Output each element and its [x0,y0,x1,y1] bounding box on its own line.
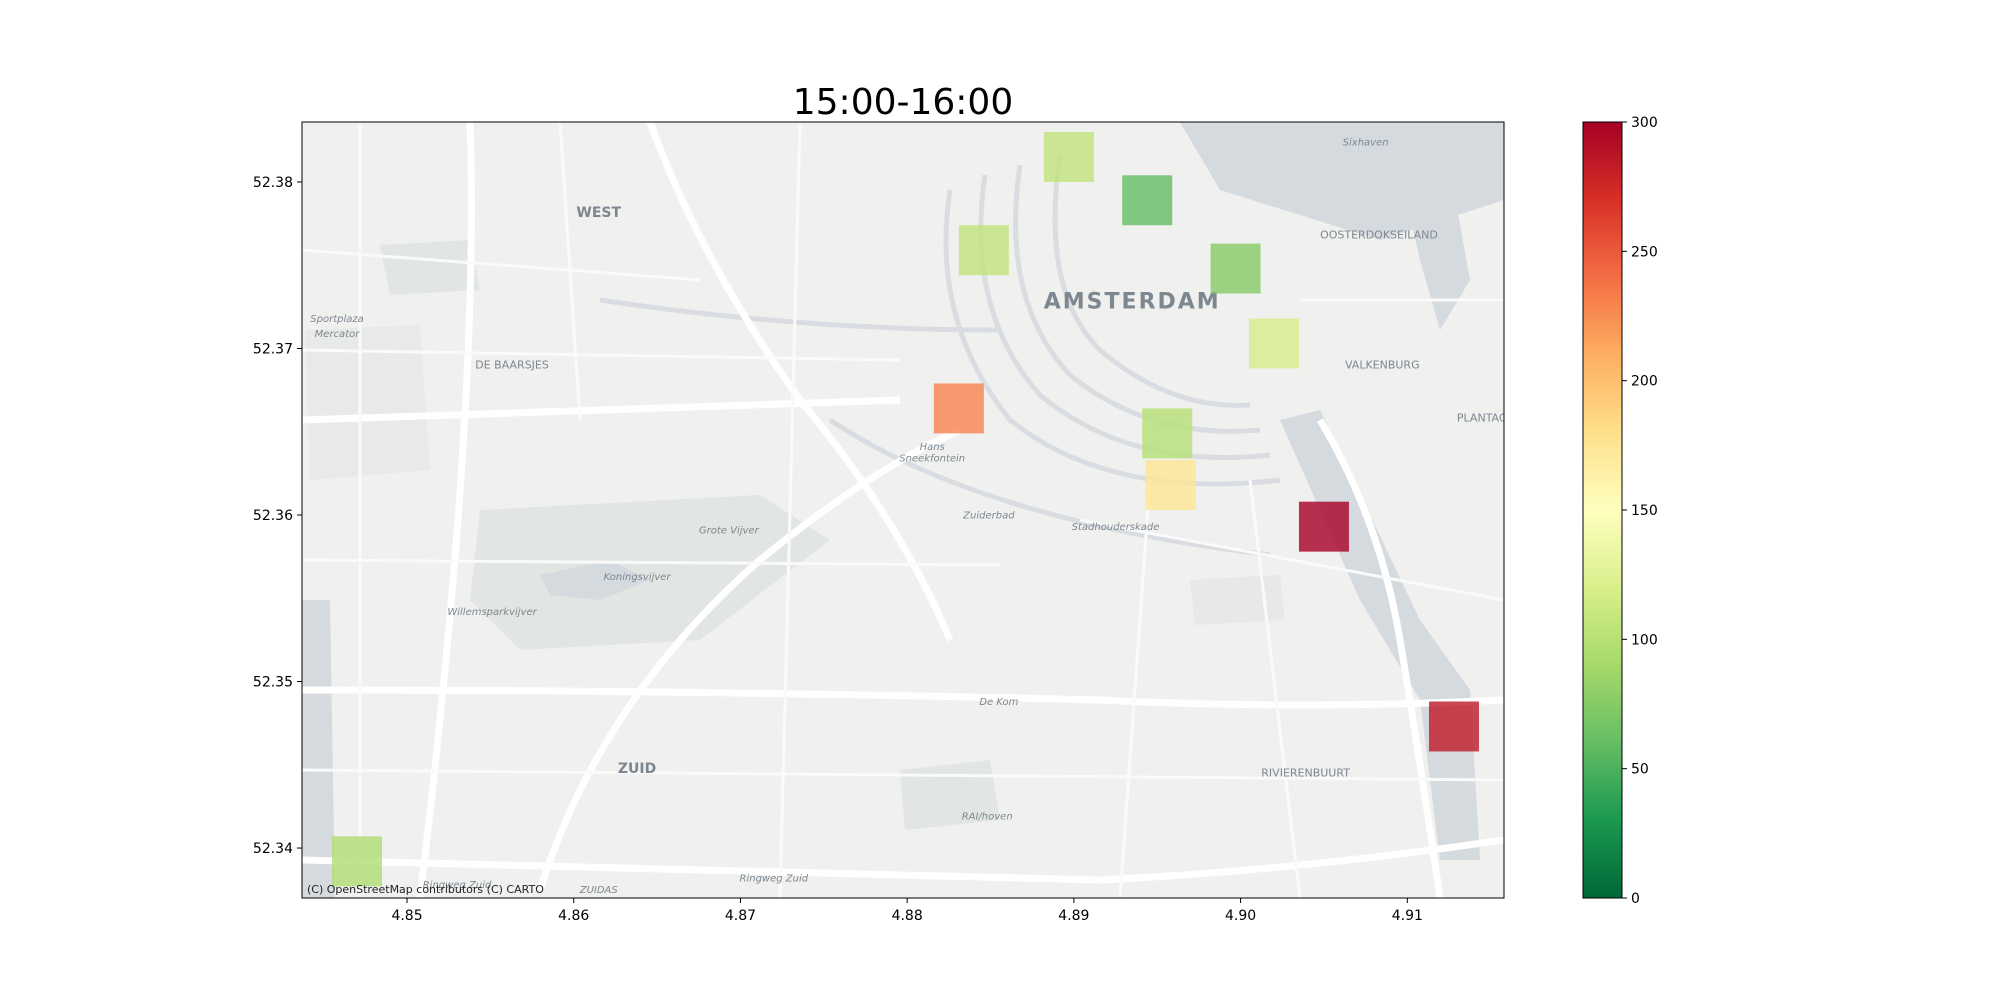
y-tick-label: 52.38 [253,175,293,191]
map-label: Zuiderbad [962,510,1015,521]
park-areas [305,240,1285,830]
y-tick-label: 52.34 [253,841,293,857]
colorbar [1582,121,1623,899]
map-label: VALKENBURG [1345,358,1420,371]
y-tick-label: 52.35 [253,675,293,691]
map-label: AMSTERDAM [1044,290,1221,315]
minor-roads [302,122,1504,898]
major-roads [302,122,1504,898]
heatmap-cell [1428,701,1479,752]
map-label: Ringweg Zuid [423,880,492,891]
map-attribution: (C) OpenStreetMap contributors (C) CARTO [307,883,544,896]
map-label: Stadhouderskade [1072,522,1160,533]
map-label: Sportplaza [310,314,363,325]
map-label: Mercator [315,329,361,340]
map-labels: AMSTERDAM WEST DE BAARSJES OOSTERDOKSEILAND… [310,137,1514,896]
heatmap-cell [1210,243,1261,294]
map-label: RIVIERENBUURT [1261,766,1350,779]
map-label: Grote Vijver [699,525,760,536]
map-label: Koningsvijver [604,572,672,583]
heatmap-cell [1248,318,1299,369]
colorbar-tick-label: 0 [1631,891,1640,907]
heatmap-cells [332,131,1479,887]
map-label: DE BAARSJES [475,358,549,371]
map-label: WEST [576,205,621,221]
colorbar-tick-label: 100 [1631,632,1658,648]
y-axis: 52.34 52.35 52.36 52.37 52.38 [253,175,302,857]
heatmap-cell [1298,501,1349,552]
map-label: OOSTERDOKSEILAND [1320,229,1438,242]
map-label: Hans [920,442,945,453]
x-tick-label: 4.87 [725,908,756,924]
map-label: Sneekfontein [899,454,965,465]
map-label: De Kom [979,697,1018,708]
map-label: RAI/hoven [962,812,1013,823]
colorbar-tick-label: 250 [1631,244,1658,260]
colorbar-tick-label: 50 [1631,762,1649,778]
colorbar-tick-label: 300 [1631,115,1658,131]
heatmap-cell [958,225,1009,276]
x-tick-label: 4.90 [1225,908,1256,924]
heatmap-cell [1145,460,1196,510]
x-tick-label: 4.86 [558,908,589,924]
heatmap-cell [933,383,984,434]
map-label: PLANTAGE [1457,412,1514,425]
heatmap-cell [332,836,383,887]
colorbar-tick-label: 150 [1631,503,1658,519]
map-label: Willemsparkvijver [447,607,537,618]
y-tick-label: 52.37 [253,341,293,357]
colorbar-tick-label: 200 [1631,374,1658,390]
x-tick-label: 4.88 [892,908,923,924]
x-tick-label: 4.91 [1392,908,1423,924]
x-tick-label: 4.89 [1058,908,1089,924]
plot-frame [301,121,1505,899]
map-label: ZUID [618,761,656,777]
map-label: ZUIDAS [579,885,619,896]
colorbar-axis: 0 50 100 150 200 250 300 [1622,115,1658,907]
y-tick-label: 52.36 [253,508,293,524]
heatmap-cell [1043,131,1094,182]
map-label: Ringweg Zuid [740,873,809,884]
chart-title: 15:00-16:00 [793,82,1013,123]
map-label: Sixhaven [1343,137,1389,148]
heatmap-cell [1122,175,1173,226]
heatmap-cell [1142,408,1193,459]
x-axis: 4.85 4.86 4.87 4.88 4.89 4.90 4.91 [391,898,1423,924]
x-tick-label: 4.85 [391,908,422,924]
